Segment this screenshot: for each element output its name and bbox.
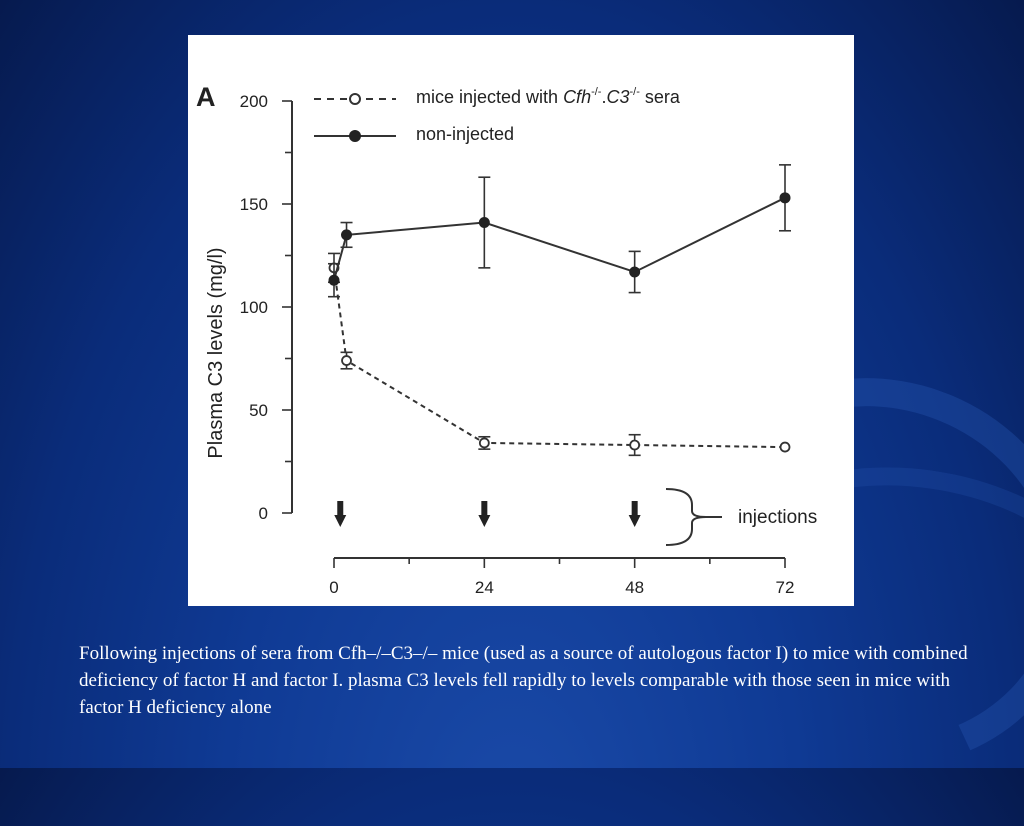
data-point-noninjected [779, 192, 791, 204]
legend-injected-cfh: Cfh [563, 87, 591, 107]
legend-filled-marker [349, 130, 361, 142]
axes: 0 50 100 150 200 0 24 48 72 [240, 92, 795, 597]
injection-arrow-head [628, 515, 641, 527]
data-point-injected [779, 441, 791, 453]
x-tick-label: 0 [329, 578, 338, 597]
legend-label-noninjected: non-injected [416, 124, 514, 144]
chart: A Plasma C3 levels (mg/l) mice injected … [196, 82, 817, 597]
plot-area [328, 164, 791, 457]
x-tick-label: 48 [625, 578, 644, 597]
legend-injected-sup2: -/- [630, 86, 641, 98]
legend-open-marker [349, 93, 361, 105]
series-injected-line [333, 267, 786, 449]
y-tick-label: 200 [240, 92, 268, 111]
y-tick-label: 50 [249, 401, 268, 420]
data-point-injected [629, 439, 641, 451]
data-point-injected [478, 437, 490, 449]
data-point-noninjected [629, 266, 641, 278]
injection-arrow-head [478, 515, 491, 527]
legend: mice injected with Cfh-/-.C3-/- sera non… [314, 86, 681, 144]
injection-markers: injections [334, 488, 817, 546]
injection-arrow-head [334, 515, 347, 527]
panel-label: A [196, 82, 216, 112]
legend-injected-prefix: mice injected with [416, 87, 563, 107]
legend-injected-sup1: -/- [591, 86, 602, 98]
injections-label: injections [738, 507, 817, 528]
y-tick-label: 100 [240, 298, 268, 317]
data-point-noninjected [341, 229, 353, 241]
legend-injected-c3: C3 [606, 87, 629, 107]
injection-arrow-shaft [337, 501, 344, 517]
x-tick-label: 24 [475, 578, 494, 597]
legend-injected-suffix: sera [640, 87, 681, 107]
y-axis-label: Plasma C3 levels (mg/l) [205, 247, 227, 458]
data-point-noninjected [478, 217, 490, 229]
series-noninjected-line [333, 196, 786, 281]
figure-panel: A Plasma C3 levels (mg/l) mice injected … [188, 35, 854, 606]
injection-arrow-shaft [481, 501, 488, 517]
legend-injected-dot: . [601, 87, 606, 107]
injections-brace [665, 488, 707, 546]
injection-arrow-shaft [631, 501, 638, 517]
data-point-injected [341, 355, 352, 366]
x-tick-label: 72 [776, 578, 795, 597]
slide-caption: Following injections of sera from Cfh–/–… [79, 643, 968, 718]
y-tick-label: 150 [240, 195, 268, 214]
data-point-noninjected [328, 274, 340, 286]
y-tick-label: 0 [259, 504, 268, 523]
legend-label-injected: mice injected with Cfh-/-.C3-/- sera [416, 86, 681, 107]
